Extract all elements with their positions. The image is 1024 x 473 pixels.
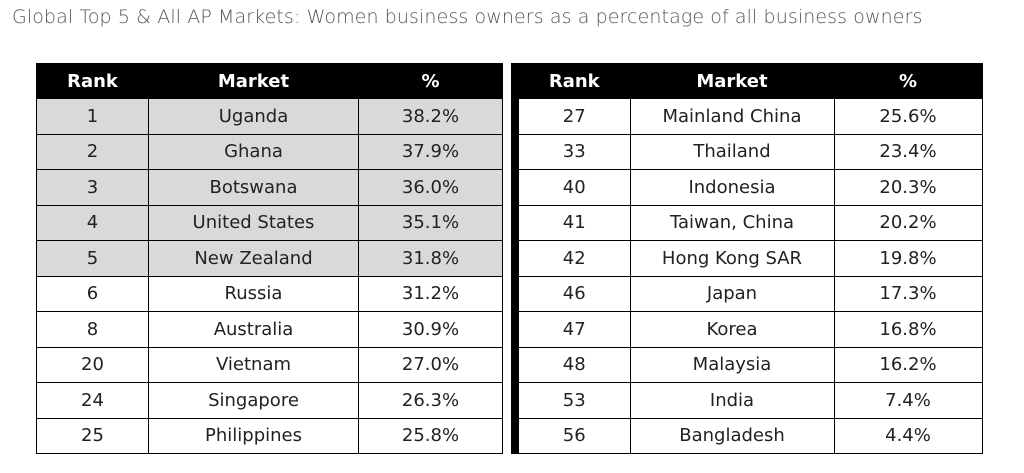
table-header: Rank Market% — [514, 63, 983, 99]
table-cell: 40 — [514, 169, 631, 206]
table-row: 4 United States 35.1% — [36, 204, 503, 241]
table-cell: Uganda — [148, 98, 359, 135]
table-row: 2 Ghana 37.9% — [36, 133, 503, 170]
table-cell: Taiwan, China — [629, 204, 835, 241]
table-row: 3 Botswana 36.0% — [36, 169, 503, 206]
table-row: 40 Indonesia 20.3% — [514, 169, 983, 206]
table-cell: 2 — [36, 133, 149, 170]
table-cell: 7.4% — [833, 382, 983, 419]
table-cell: Korea — [629, 311, 835, 348]
table-cell: 41 — [514, 204, 631, 241]
data-table: Rank Market% 27 Mainland China 25.6% 33 Thaila… — [511, 63, 983, 454]
header-cell: Rank — [36, 63, 149, 99]
table-cell: 26.3% — [358, 382, 503, 419]
table-row: 6 Russia 31.2% — [36, 275, 503, 312]
table-cell: 8 — [36, 311, 149, 348]
table-body: 27 Mainland China 25.6% 33 Thailand 23.4% 40 In… — [514, 98, 983, 454]
table-row: 41 Taiwan, China 20.2% — [514, 204, 983, 241]
table-row: 5 New Zealand 31.8% — [36, 240, 503, 277]
table-row: 48 Malaysia 16.2% — [514, 346, 983, 383]
table-cell: Mainland China — [629, 98, 835, 135]
table-cell: Russia — [148, 275, 359, 312]
header-row: Rank Market% — [36, 63, 503, 99]
table-cell: Ghana — [148, 133, 359, 170]
table-row: 8 Australia 30.9% — [36, 311, 503, 348]
table-row: 1 Uganda 38.2% — [36, 98, 503, 135]
table-cell: 4.4% — [833, 417, 983, 454]
table-cell: 48 — [514, 346, 631, 383]
table-cell: Australia — [148, 311, 359, 348]
table-cell: 47 — [514, 311, 631, 348]
table-cell: 24 — [36, 382, 149, 419]
table-cell: 3 — [36, 169, 149, 206]
table-row: 33 Thailand 23.4% — [514, 133, 983, 170]
table-cell: 30.9% — [358, 311, 503, 348]
table-cell: 25.6% — [833, 98, 983, 135]
table-cell: 19.8% — [833, 240, 983, 277]
table-cell: 20.3% — [833, 169, 983, 206]
table-cell: 1 — [36, 98, 149, 135]
header-cell: Rank — [514, 63, 631, 99]
table-cell: 20 — [36, 346, 149, 383]
table-cell: 27.0% — [358, 346, 503, 383]
table-cell: Thailand — [629, 133, 835, 170]
table-cell: Indonesia — [629, 169, 835, 206]
table-row: 25 Philippines 25.8% — [36, 417, 503, 454]
table-cell: Philippines — [148, 417, 359, 454]
table-row: 20 Vietnam 27.0% — [36, 346, 503, 383]
table-cell: 16.2% — [833, 346, 983, 383]
table-cell: 38.2% — [358, 98, 503, 135]
table-cell: 25.8% — [358, 417, 503, 454]
table-cell: 16.8% — [833, 311, 983, 348]
table-cell: 4 — [36, 204, 149, 241]
header-cell: Market — [148, 63, 359, 99]
table-body: 1 Uganda 38.2% 2 Ghana 37.9% 3 Botswana 36.0% 4 Un… — [36, 98, 503, 454]
table-cell: Bangladesh — [629, 417, 835, 454]
table-cell: 56 — [514, 417, 631, 454]
table-cell: 35.1% — [358, 204, 503, 241]
table-cell: Singapore — [148, 382, 359, 419]
table-cell: 46 — [514, 275, 631, 312]
header-cell: % — [833, 63, 983, 99]
table-row: 24 Singapore 26.3% — [36, 382, 503, 419]
table-cell: 6 — [36, 275, 149, 312]
table-cell: 36.0% — [358, 169, 503, 206]
table-cell: 53 — [514, 382, 631, 419]
table-cell: India — [629, 382, 835, 419]
table-cell: 31.8% — [358, 240, 503, 277]
table-cell: 37.9% — [358, 133, 503, 170]
table-cell: 5 — [36, 240, 149, 277]
table-cell: 31.2% — [358, 275, 503, 312]
header-cell: % — [358, 63, 503, 99]
table-header: Rank Market% — [36, 63, 503, 99]
table-cell: Malaysia — [629, 346, 835, 383]
title: Global Top 5 & All AP Markets: Women bus… — [12, 6, 923, 28]
table-row: 56 Bangladesh 4.4% — [514, 417, 983, 454]
table-cell: Vietnam — [148, 346, 359, 383]
table-cell: New Zealand — [148, 240, 359, 277]
table-row: 53 India 7.4% — [514, 382, 983, 419]
table-cell: Japan — [629, 275, 835, 312]
table-cell: 42 — [514, 240, 631, 277]
header-cell: Market — [629, 63, 835, 99]
table-row: 42 Hong Kong SAR 19.8% — [514, 240, 983, 277]
table-row: 46 Japan 17.3% — [514, 275, 983, 312]
table-row: 27 Mainland China 25.6% — [514, 98, 983, 135]
table-cell: United States — [148, 204, 359, 241]
table-cell: 25 — [36, 417, 149, 454]
data-table: Rank Market% 1 Uganda 38.2% 2 Ghana 37.9% 3 Botsw… — [36, 63, 503, 454]
table-cell: Botswana — [148, 169, 359, 206]
table-cell: 27 — [514, 98, 631, 135]
table-cell: 20.2% — [833, 204, 983, 241]
table-row: 47 Korea 16.8% — [514, 311, 983, 348]
table-cell: 23.4% — [833, 133, 983, 170]
header-row: Rank Market% — [514, 63, 983, 99]
table-cell: 17.3% — [833, 275, 983, 312]
table-cell: 33 — [514, 133, 631, 170]
table-cell: Hong Kong SAR — [629, 240, 835, 277]
